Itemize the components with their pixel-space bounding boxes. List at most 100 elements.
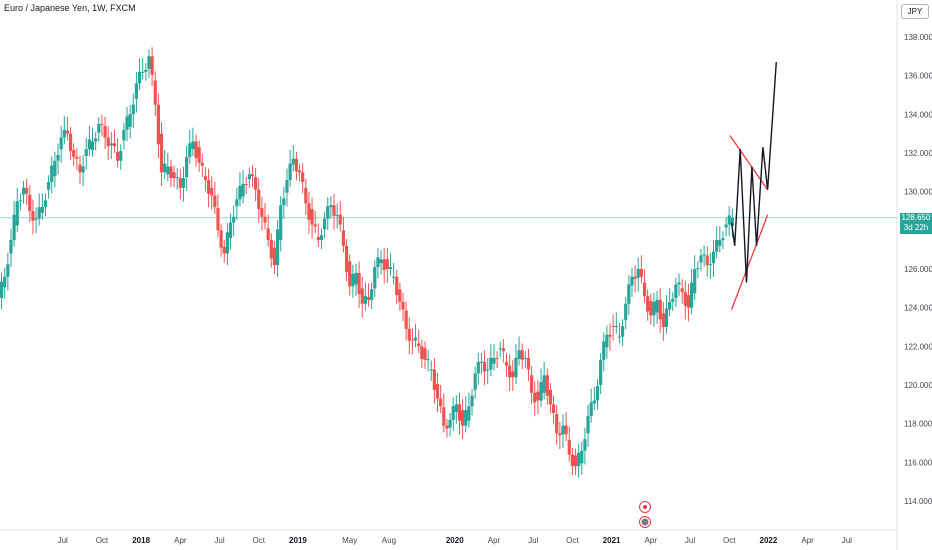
candle-body [134, 83, 139, 99]
candle-body [630, 276, 634, 286]
currency-selector[interactable]: JPY [901, 4, 929, 19]
candle-body [307, 203, 311, 220]
candle-body [392, 276, 396, 278]
candle-body [335, 214, 339, 216]
candle-body [451, 406, 455, 420]
candle-body [489, 357, 493, 370]
candle-body [119, 151, 123, 161]
x-tick-label: Jul [685, 536, 695, 545]
candle-body [56, 154, 60, 161]
x-tick-label: 2019 [289, 536, 307, 545]
candle-body [122, 129, 126, 141]
candle-body [291, 158, 295, 165]
candle-body [90, 141, 95, 151]
candle-body [674, 284, 678, 298]
candle-body [100, 124, 104, 125]
candle-body [558, 433, 562, 436]
candle-body [326, 206, 330, 219]
candle-body [263, 216, 267, 223]
candle-body [410, 339, 415, 341]
y-tick-label: 130.000 [904, 188, 932, 197]
candle-body [363, 296, 367, 304]
candle-body [602, 341, 606, 360]
candle-body [169, 166, 173, 179]
candle-body [116, 152, 120, 161]
bar-countdown: 3d 22h [903, 223, 929, 232]
candle-body [407, 328, 411, 341]
candle-body [385, 259, 389, 269]
candle-body [316, 237, 320, 240]
candle-body [683, 292, 687, 306]
candle-body [439, 398, 443, 407]
candle-body [448, 419, 452, 428]
candle-body [705, 255, 709, 266]
candle-body [163, 163, 167, 173]
candle-body [423, 348, 427, 360]
projection-path [730, 62, 777, 283]
candle-body [235, 199, 239, 207]
candle-body [178, 178, 182, 188]
candle-body [570, 454, 574, 467]
candle-body [53, 160, 57, 177]
candle-body [715, 240, 719, 252]
lower-trendline [730, 214, 769, 310]
candle-body [288, 163, 292, 181]
candle-body [636, 269, 640, 278]
x-tick-label: Apr [801, 536, 814, 545]
candle-body [551, 404, 556, 414]
candle-body [696, 268, 700, 270]
candle-body [589, 402, 593, 416]
candle-body [517, 350, 521, 359]
candle-body [0, 281, 4, 298]
candle-body [197, 147, 201, 163]
candle-body [43, 200, 48, 208]
candle-body [730, 217, 734, 226]
candle-body [65, 130, 70, 134]
candle-body [144, 69, 148, 72]
candle-body [708, 264, 712, 266]
candle-body [206, 180, 211, 194]
candle-body [319, 235, 324, 240]
candle-body [40, 207, 44, 213]
x-tick-label: Oct [253, 536, 266, 545]
candle-body [382, 259, 386, 270]
candle-body [47, 182, 51, 190]
candle-body [332, 205, 336, 216]
candle-body [338, 214, 342, 225]
x-tick-label: 2021 [603, 536, 621, 545]
candle-body [18, 200, 22, 202]
candle-body [530, 375, 534, 393]
x-tick-label: Oct [723, 536, 736, 545]
candle-body [370, 289, 374, 300]
candle-body [457, 404, 462, 421]
candle-body [514, 357, 518, 378]
candle-body [417, 343, 421, 347]
candle-body [504, 361, 509, 366]
candle-body [476, 361, 480, 374]
candle-body [188, 143, 192, 157]
candle-body [508, 365, 512, 378]
candle-body [398, 289, 402, 302]
candle-body [577, 452, 581, 467]
candle-body [37, 207, 41, 219]
x-tick-label: May [342, 536, 357, 545]
candle-body [128, 114, 132, 127]
candle-body [536, 391, 540, 401]
candle-body [297, 170, 302, 173]
candle-body [470, 395, 474, 407]
candle-body [329, 205, 333, 208]
candle-body [366, 297, 371, 300]
y-tick-label: 116.000 [904, 458, 932, 467]
x-tick-label: Aug [382, 536, 396, 545]
candle-body [354, 272, 358, 285]
candle-body [492, 357, 496, 364]
x-tick-label: 2022 [760, 536, 778, 545]
candle-body [498, 348, 502, 350]
candle-body [106, 137, 110, 147]
candle-body [668, 301, 672, 310]
candle-body [495, 357, 499, 359]
event-marker-dot-icon [643, 505, 647, 509]
candle-body [727, 215, 731, 225]
y-tick-label: 132.000 [904, 149, 932, 158]
